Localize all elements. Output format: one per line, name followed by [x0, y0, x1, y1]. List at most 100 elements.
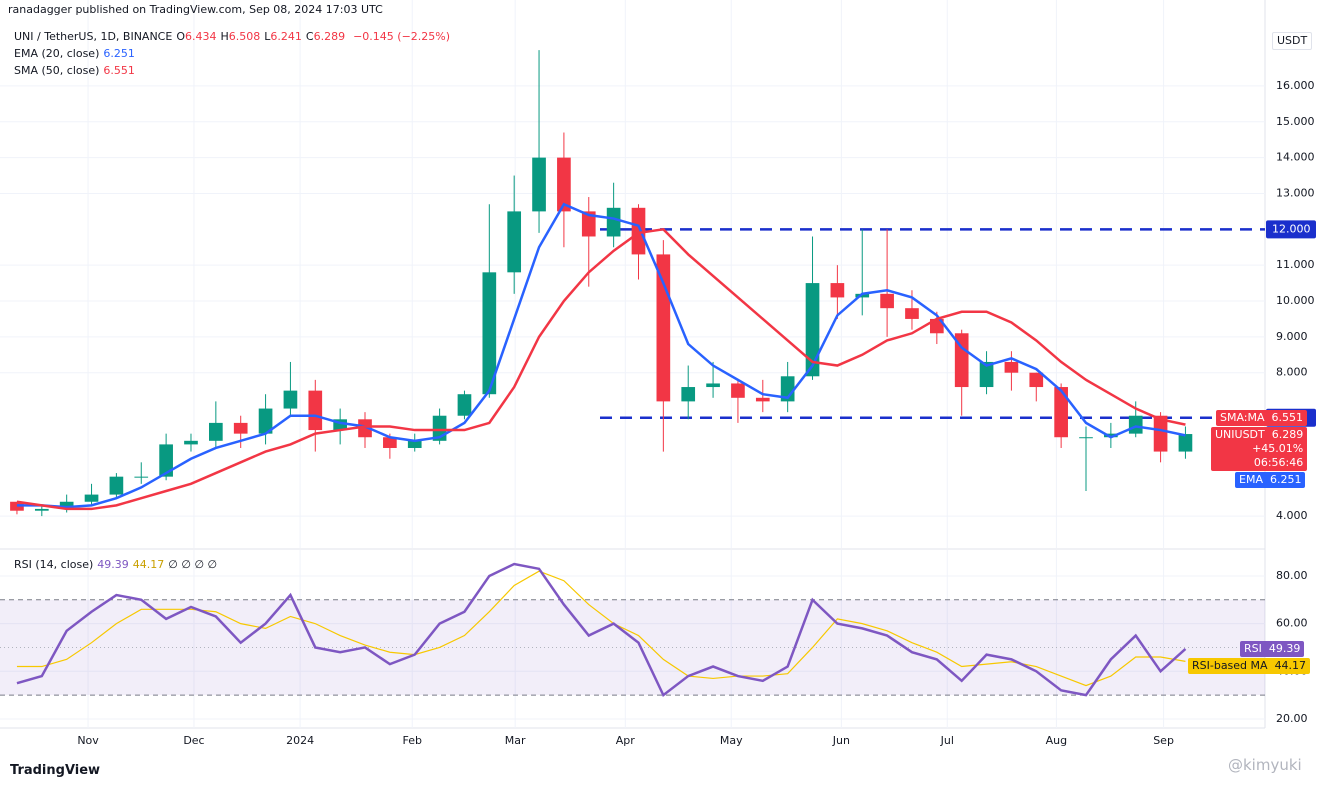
rsi-badge-value: 49.39: [1268, 642, 1301, 655]
ohlc-value: 6.508: [228, 30, 261, 43]
y-tick-label: 9.000: [1276, 330, 1308, 343]
candle-body: [1153, 415, 1168, 452]
candle-body: [929, 318, 944, 334]
x-tick-label: Dec: [183, 734, 204, 747]
candle-body: [954, 333, 969, 388]
sma-badge-label: SMA:MA: [1220, 411, 1265, 424]
rsi-line: [16, 570, 1186, 687]
y-tick-label: 60.00: [1276, 617, 1308, 630]
ohlc-label: H: [220, 30, 229, 43]
x-tick-label: 2024: [286, 734, 314, 747]
candle-body: [805, 283, 820, 377]
candle-body: [1178, 434, 1193, 452]
sma-name: SMA (50, close): [14, 64, 100, 77]
price-badge-change: +45.01%: [1252, 442, 1304, 455]
candle-body: [283, 390, 298, 409]
level-label: 12.000: [1272, 222, 1311, 235]
price-badge-countdown: 06:56:46: [1253, 456, 1304, 469]
logo[interactable]: TradingView: [10, 763, 101, 778]
ohlc-value: 6.289: [313, 30, 346, 43]
candle-body: [457, 394, 472, 416]
y-tick-label: 20.00: [1276, 712, 1308, 725]
ohlc-label: L: [264, 30, 271, 43]
candle-body: [1004, 361, 1019, 373]
ohlc-label: O: [176, 30, 185, 43]
indicator-line: [16, 202, 1186, 509]
candle-body: [581, 211, 596, 237]
rsi-ma-badge: RSI-based MA 44.17: [1188, 658, 1311, 674]
candle-body: [1029, 372, 1044, 388]
candle-body: [209, 422, 223, 441]
candle-body: [656, 254, 671, 402]
level-badge: [1266, 220, 1316, 239]
rsi-ma-badge-value: 44.17: [1274, 659, 1307, 672]
sma-badge-value: 6.551: [1271, 411, 1304, 424]
x-tick-label: Jul: [940, 734, 954, 747]
candle-body: [830, 283, 845, 298]
candle-body: [706, 383, 720, 388]
price-legend: UNI / TetherUS, 1D, BINANCE O6.434 H6.508 L…: [14, 30, 454, 43]
watermark: @kimyuki: [1228, 756, 1302, 774]
x-tick-label: Apr: [616, 734, 636, 747]
candle-body: [383, 437, 397, 448]
price-badge: UNIUSDT 6.289 +45.01% 06:56:46: [1211, 427, 1308, 471]
flags: ∅ ∅ ∅ ∅: [168, 558, 218, 571]
candle-body: [1079, 437, 1093, 439]
candle-body: [134, 476, 149, 478]
y-tick-label: 14.000: [1276, 151, 1315, 164]
x-tick-label: Feb: [403, 734, 422, 747]
y-tick-label: 10.000: [1276, 294, 1315, 307]
candle-body: [358, 419, 372, 438]
rsi-legend: RSI (14, close) 49.39 44.17 ∅ ∅ ∅ ∅: [14, 558, 221, 571]
publish-note: ranadagger published on TradingView.com,…: [8, 3, 383, 16]
x-tick-label: Mar: [505, 734, 526, 747]
price-badge-close: 6.289: [1271, 428, 1304, 441]
y-tick-label: 13.000: [1276, 186, 1315, 199]
ema-name: EMA (20, close): [14, 47, 100, 60]
candle-body: [1128, 415, 1143, 434]
ema-badge-value: 6.251: [1269, 473, 1302, 486]
ema-value: 6.251: [103, 47, 135, 60]
rsi-badge-label: RSI: [1244, 642, 1262, 655]
candle-body: [731, 383, 745, 398]
candle-body: [532, 157, 546, 212]
candle-body: [333, 419, 347, 431]
change: −0.145 (−2.25%): [353, 30, 451, 43]
candle-body: [880, 293, 894, 309]
candle-body: [10, 501, 24, 511]
currency[interactable]: USDT: [1272, 32, 1313, 50]
candle-body: [606, 207, 621, 237]
x-tick-label: Aug: [1046, 734, 1067, 747]
candle-body: [308, 390, 323, 431]
ohlc: O6.434 H6.508 L6.241 C6.289: [176, 30, 349, 43]
candle-body: [109, 476, 124, 495]
sma-value: 6.551: [103, 64, 135, 77]
symbol: UNI / TetherUS, 1D, BINANCE: [14, 30, 173, 43]
ema-badge: EMA 6.251: [1235, 472, 1306, 488]
candle-body: [59, 501, 74, 509]
rsi-name: RSI (14, close): [14, 558, 94, 571]
candle-body: [258, 408, 273, 434]
candle-body: [407, 440, 422, 448]
rsi-value: 49.39: [97, 558, 129, 571]
candle-body: [631, 207, 646, 255]
ohlc-value: 6.434: [184, 30, 217, 43]
candle-body: [482, 272, 497, 395]
candle-body: [681, 387, 696, 402]
rsi-line: [16, 562, 1187, 698]
sma-badge: SMA:MA 6.551: [1216, 410, 1308, 426]
candle-body: [1054, 387, 1068, 438]
x-tick-label: Nov: [77, 734, 99, 747]
price-badge-symbol: UNIUSDT: [1215, 428, 1265, 441]
candle-body: [557, 157, 571, 212]
y-tick-label: 8.000: [1276, 366, 1308, 379]
x-tick-label: May: [720, 734, 743, 747]
ohlc-label: C: [305, 30, 314, 43]
ema-badge-label: EMA: [1239, 473, 1263, 486]
candle-body: [184, 440, 198, 445]
sma-legend: SMA (50, close) 6.551: [14, 64, 139, 77]
candle-body: [233, 422, 248, 434]
candle-body: [84, 494, 99, 502]
candle-body: [855, 293, 870, 298]
